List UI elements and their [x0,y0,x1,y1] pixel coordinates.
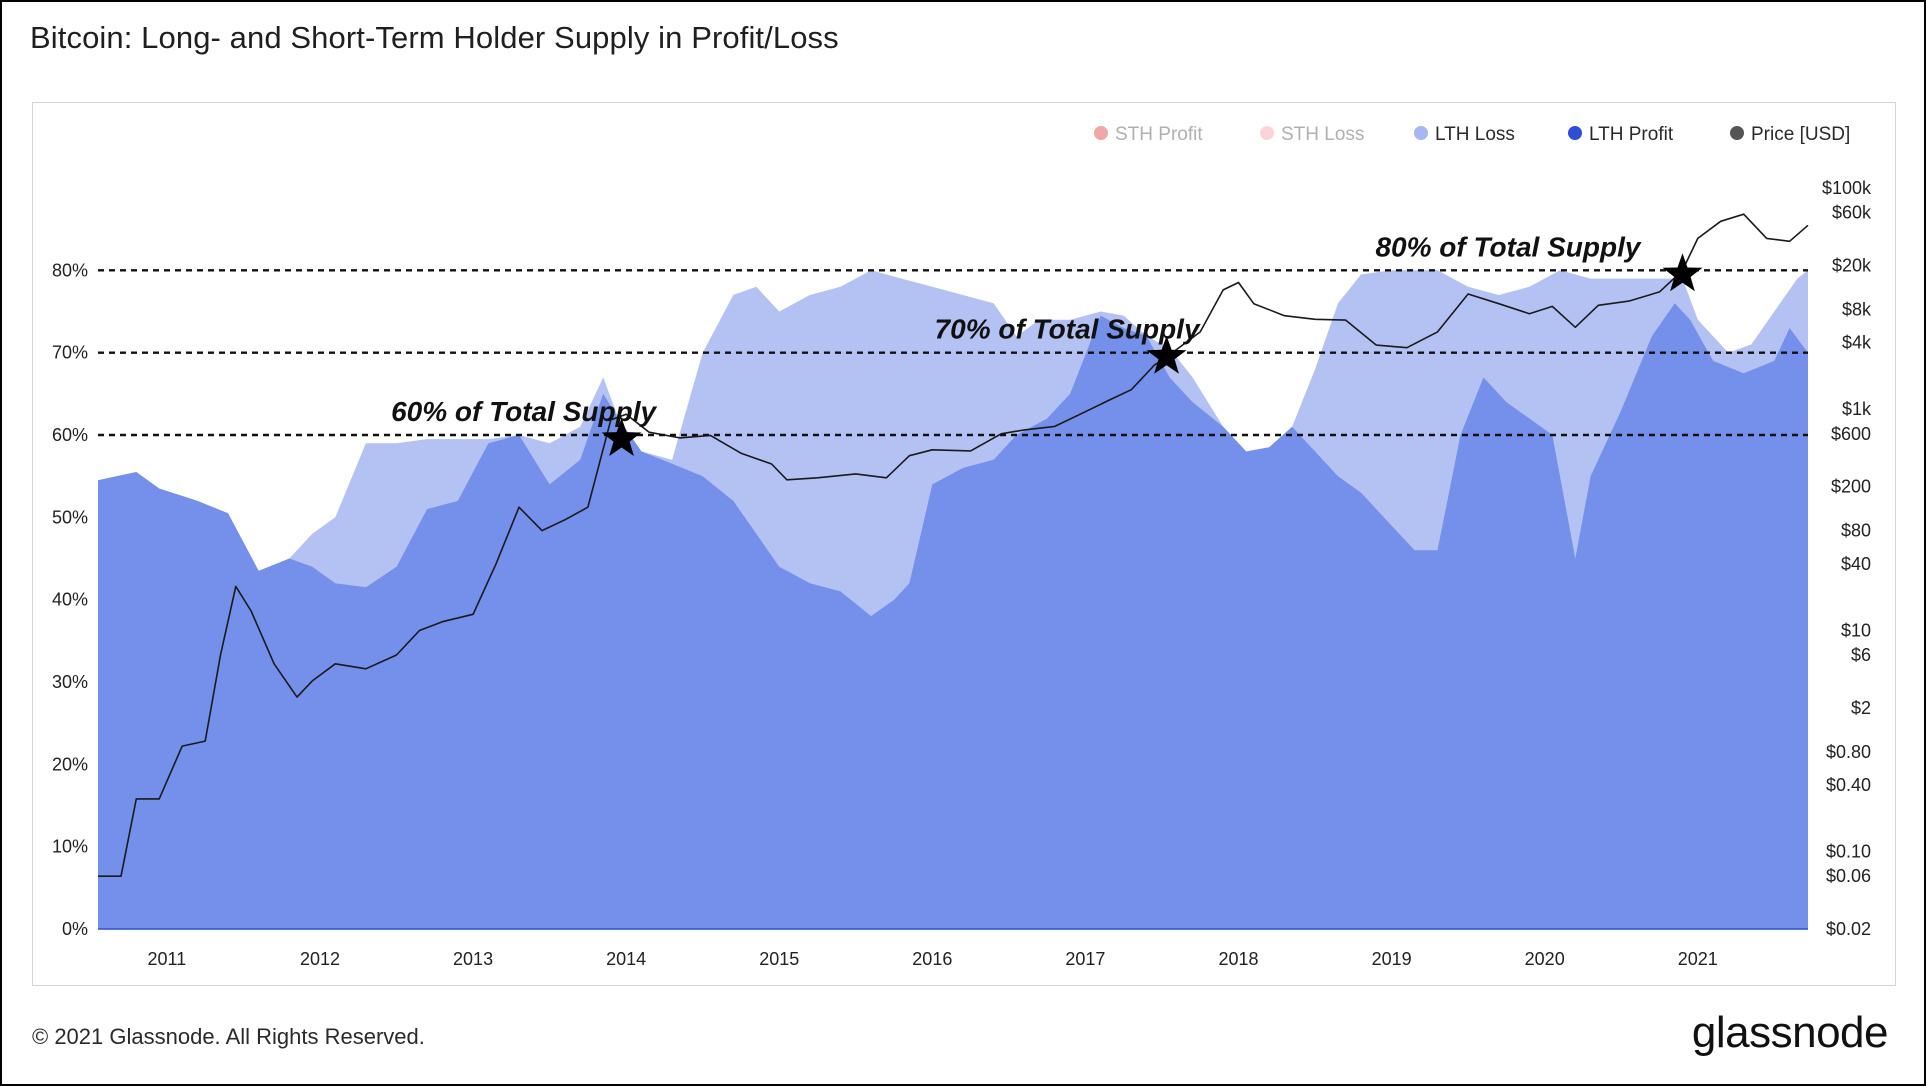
y-right-tick-4k: $4k [1842,333,1872,353]
legend-item-sth-profit: STH Profit [1094,124,1203,145]
y-right-tick-0-80: $0.80 [1826,742,1871,762]
y-right-tick-0-10: $0.10 [1826,842,1871,862]
legend-dot-lth-loss [1414,126,1428,140]
y-right-tick-60k: $60k [1832,203,1872,223]
y-right-tick-80: $80 [1841,521,1871,541]
y-left-tick-10: 10% [52,837,88,857]
brand-logo: glassnode [1691,1008,1889,1057]
y-left-tick-70: 70% [52,343,88,363]
y-right-tick-2: $2 [1851,698,1871,718]
y-left-tick-80: 80% [52,260,88,280]
y-left-tick-40: 40% [52,590,88,610]
x-tick-2011: 2011 [148,949,187,969]
price-line [98,213,1809,877]
legend-dot-price-usd [1730,126,1744,140]
copyright-footer: © 2021 Glassnode. All Rights Reserved. [32,1024,425,1049]
y-right-tick-20k: $20k [1832,255,1872,275]
star-marker-70 [1146,335,1187,374]
y-left-tick-20: 20% [52,754,88,774]
y-right-tick-40: $40 [1841,554,1871,574]
x-tick-2019: 2019 [1372,949,1412,969]
legend-label-sth-profit: STH Profit [1115,124,1203,145]
x-tick-2013: 2013 [453,949,493,969]
y-right-tick-1k: $1k [1842,399,1872,419]
x-tick-2015: 2015 [759,949,799,969]
x-tick-2012: 2012 [300,949,340,969]
y-right-tick-10: $10 [1841,620,1871,640]
lth-profit-area [98,303,1808,929]
annotation-label-80: 80% of Total Supply [1375,231,1641,262]
annotation-label-70: 70% of Total Supply [935,314,1201,345]
legend-label-sth-loss: STH Loss [1281,124,1364,145]
x-tick-2017: 2017 [1065,949,1105,969]
y-right-tick-600: $600 [1831,424,1871,444]
legend-item-lth-loss: LTH Loss [1414,124,1515,145]
legend-label-price-usd: Price [USD] [1751,124,1850,145]
legend-item-lth-profit: LTH Profit [1568,124,1674,145]
legend: STH Profit STH Loss LTH Loss LTH Profit Pric… [1094,124,1850,145]
y-left-tick-50: 50% [52,507,88,527]
star-marker-60 [601,418,642,456]
star-marker-80 [1662,253,1703,292]
legend-label-lth-loss: LTH Loss [1435,124,1515,145]
y-right-tick-200: $200 [1831,477,1871,497]
y-left-tick-60: 60% [52,425,88,445]
legend-dot-sth-loss [1260,126,1274,140]
legend-dot-lth-profit [1568,126,1582,140]
y-left-tick-30: 30% [52,672,88,692]
x-tick-2016: 2016 [912,949,952,969]
legend-dot-sth-profit [1094,126,1108,140]
x-tick-2018: 2018 [1218,949,1258,969]
x-tick-2020: 2020 [1525,949,1565,969]
legend-label-lth-profit: LTH Profit [1589,124,1674,145]
annotation-label-60: 60% of Total Supply [391,396,657,427]
x-tick-2021: 2021 [1678,949,1718,969]
page-title: Bitcoin: Long- and Short-Term Holder Sup… [30,20,839,55]
x-tick-2014: 2014 [606,949,646,969]
x-axis: 2011 2012 2013 2014 2015 2016 2017 2018 2019 2020… [148,949,1718,969]
legend-item-price-usd: Price [USD] [1730,124,1850,145]
y-right-tick-6: $6 [1851,645,1871,665]
y-right-tick-8k: $8k [1842,299,1872,319]
y-axis-left: 0% 10% 20% 30% 40% 50% 60% 70% 80% [52,260,88,939]
legend-item-sth-loss: STH Loss [1260,124,1364,145]
y-right-tick-0-06: $0.06 [1826,866,1871,886]
y-left-tick-0: 0% [62,919,88,939]
y-right-tick-100k: $100k [1822,178,1872,198]
y-right-tick-0-40: $0.40 [1826,775,1871,795]
y-right-tick-0-02: $0.02 [1826,919,1871,939]
y-axis-right: $0.02 $0.06 $0.10 $0.40 $0.80 $2 $6 $10 $40 $80 $2… [1822,178,1872,939]
